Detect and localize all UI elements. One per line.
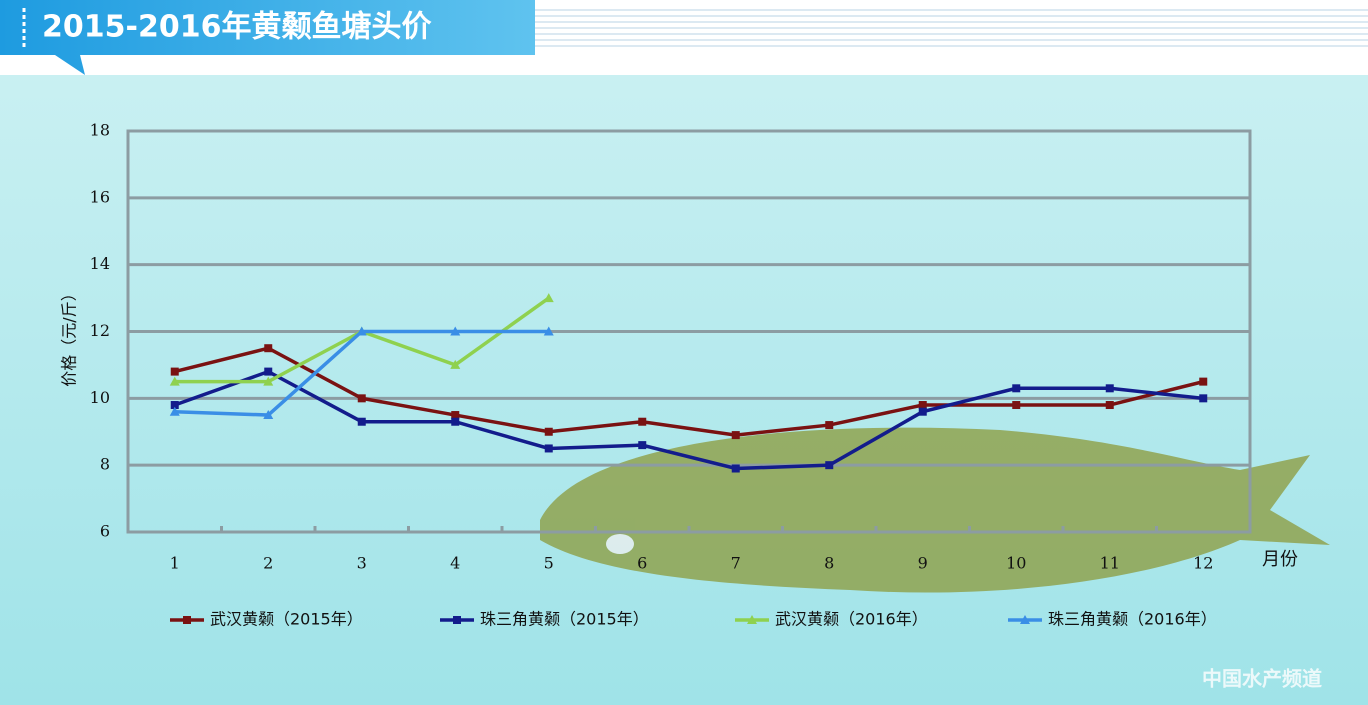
marker bbox=[450, 359, 461, 369]
marker bbox=[1105, 401, 1114, 410]
chart-title: 2015-2016年黄颡鱼塘头价 bbox=[42, 10, 431, 45]
marker bbox=[263, 410, 274, 420]
marker bbox=[263, 376, 274, 386]
marker bbox=[356, 326, 367, 336]
marker bbox=[1199, 394, 1208, 403]
watermark: 中国水产频道 bbox=[1202, 667, 1322, 691]
marker bbox=[451, 417, 460, 426]
marker bbox=[170, 367, 179, 376]
y-axis-label: 价格（元/斤） bbox=[60, 285, 79, 386]
y-tick-label: 16 bbox=[90, 187, 110, 206]
marker bbox=[825, 421, 834, 430]
marker bbox=[357, 394, 366, 403]
series-line bbox=[174, 346, 1204, 437]
marker bbox=[543, 293, 554, 303]
title-banner bbox=[0, 0, 535, 75]
x-tick-label: 1 bbox=[170, 554, 180, 573]
marker bbox=[357, 417, 366, 426]
marker bbox=[264, 367, 273, 376]
x-tick-label: 6 bbox=[637, 554, 647, 573]
y-tick-label: 10 bbox=[90, 388, 110, 407]
legend-label: 武汉黄颡（2015年） bbox=[210, 610, 363, 629]
y-tick-label: 18 bbox=[90, 121, 110, 140]
y-tick-label: 12 bbox=[90, 321, 110, 340]
marker bbox=[451, 411, 460, 420]
x-tick-label: 3 bbox=[357, 554, 367, 573]
y-tick-label: 6 bbox=[100, 522, 110, 541]
x-tick-label: 2 bbox=[263, 554, 273, 573]
marker bbox=[1012, 384, 1021, 393]
marker bbox=[918, 401, 927, 410]
y-tick-label: 8 bbox=[100, 455, 110, 474]
series-line bbox=[174, 369, 1204, 471]
marker bbox=[544, 444, 553, 453]
x-tick-label: 7 bbox=[731, 554, 741, 573]
x-tick-label: 11 bbox=[1100, 554, 1120, 573]
marker bbox=[450, 326, 461, 336]
legend-label: 武汉黄颡（2016年） bbox=[775, 610, 928, 629]
y-tick-label: 14 bbox=[90, 254, 110, 273]
marker bbox=[918, 407, 927, 416]
marker bbox=[747, 615, 757, 624]
legend-label: 珠三角黄颡（2016年） bbox=[1048, 610, 1217, 629]
x-tick-label: 10 bbox=[1006, 554, 1026, 573]
marker bbox=[731, 464, 740, 473]
x-tick-label: 12 bbox=[1193, 554, 1213, 573]
marker bbox=[183, 616, 191, 624]
marker bbox=[453, 616, 461, 624]
marker bbox=[1105, 384, 1114, 393]
x-tick-label: 9 bbox=[918, 554, 928, 573]
marker bbox=[170, 401, 179, 410]
legend-label: 珠三角黄颡（2015年） bbox=[480, 610, 649, 629]
marker bbox=[169, 406, 180, 416]
marker bbox=[264, 344, 273, 353]
marker bbox=[1020, 615, 1030, 624]
marker bbox=[1012, 401, 1021, 410]
marker bbox=[544, 427, 553, 436]
x-tick-label: 8 bbox=[824, 554, 834, 573]
marker bbox=[1199, 377, 1208, 386]
x-axis-label: 月份 bbox=[1262, 549, 1298, 570]
x-tick-label: 5 bbox=[544, 554, 554, 573]
marker bbox=[169, 376, 180, 386]
marker bbox=[638, 417, 647, 426]
marker bbox=[638, 441, 647, 450]
marker bbox=[543, 326, 554, 336]
stripes bbox=[535, 9, 1368, 47]
x-tick-label: 4 bbox=[450, 554, 460, 573]
marker bbox=[825, 461, 834, 470]
marker bbox=[731, 431, 740, 440]
